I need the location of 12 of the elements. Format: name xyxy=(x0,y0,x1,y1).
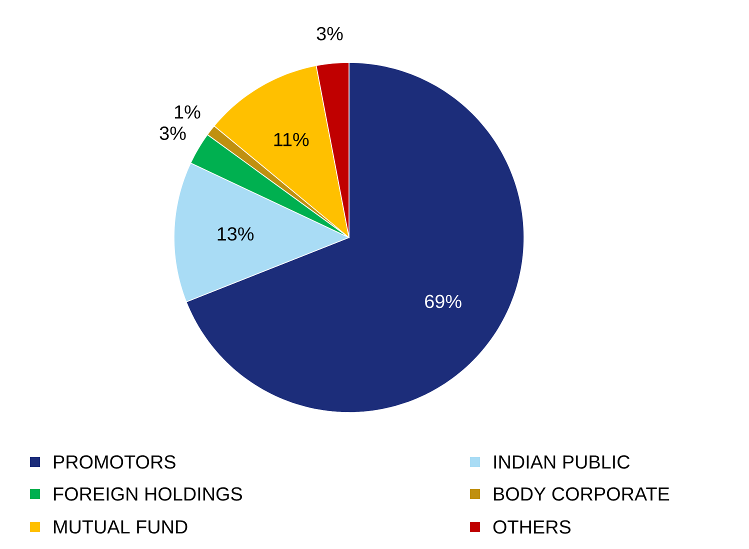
data-label: 11% xyxy=(274,132,309,146)
data-label: 69% xyxy=(425,294,462,308)
legend-label: OTHERS xyxy=(493,520,571,534)
legend-label: BODY CORPORATE xyxy=(494,487,670,501)
data-label: 13% xyxy=(218,227,254,241)
data-label: 3% xyxy=(316,26,343,40)
legend-label: INDIAN PUBLIC xyxy=(494,455,630,469)
data-label: 1% xyxy=(174,105,200,119)
legend-label: PROMOTORS xyxy=(54,455,176,469)
legend-label: FOREIGN HOLDINGS xyxy=(54,487,242,501)
data-label: 3% xyxy=(160,126,186,140)
legend-label: MUTUAL FUND xyxy=(54,520,188,534)
